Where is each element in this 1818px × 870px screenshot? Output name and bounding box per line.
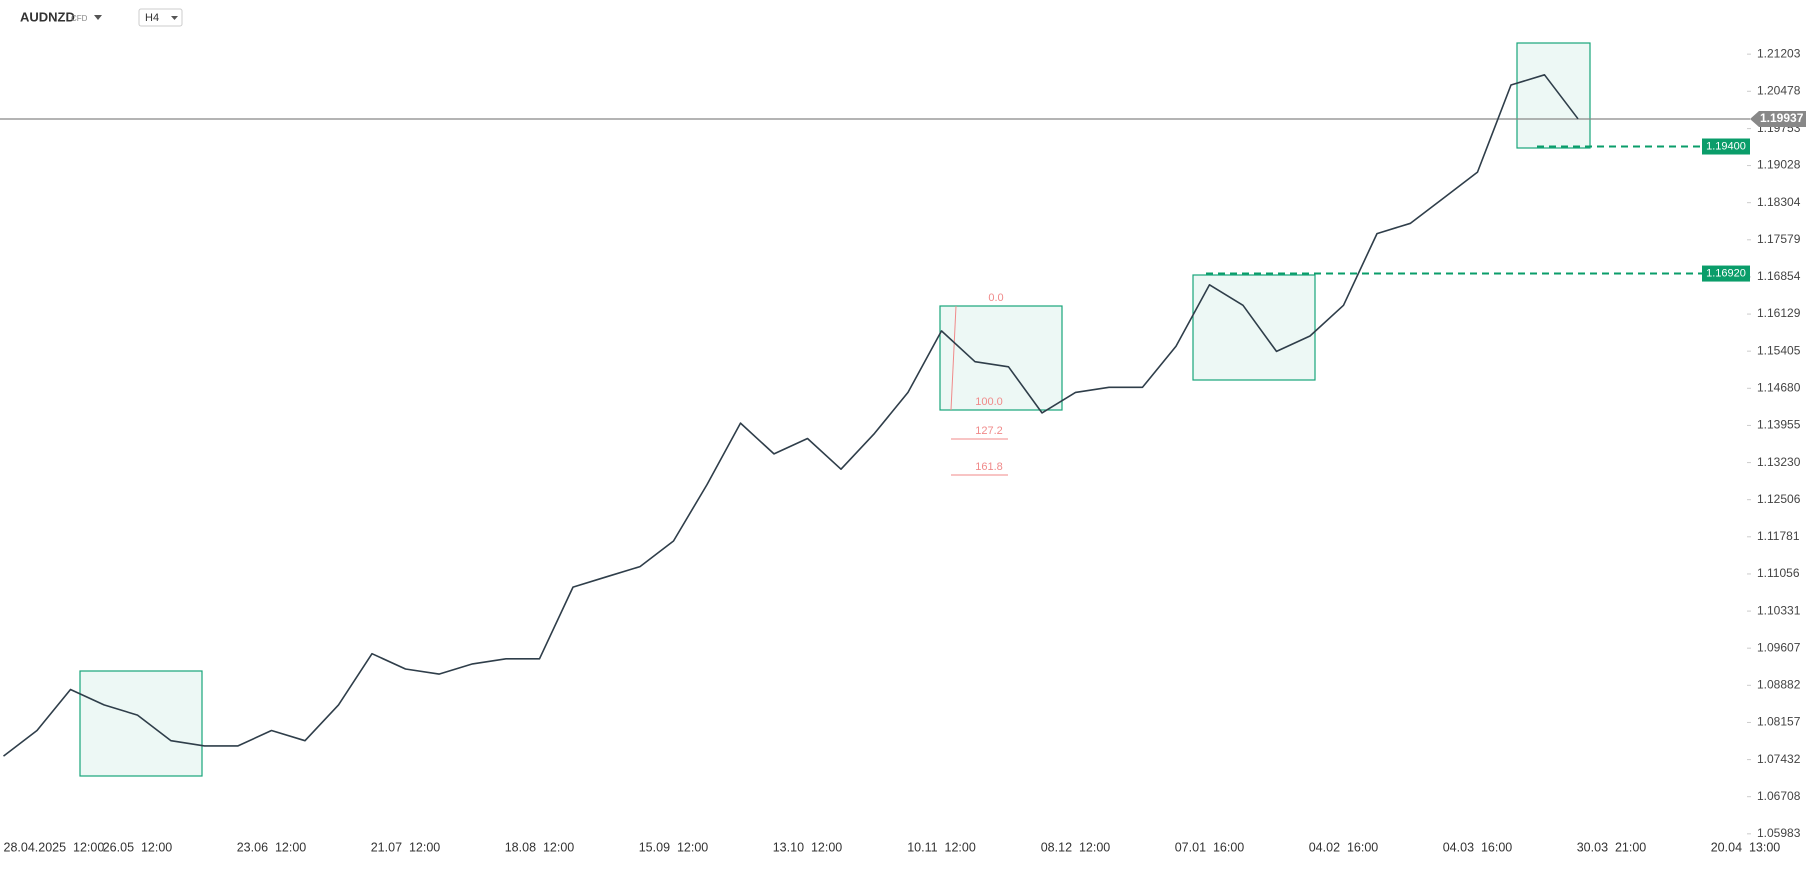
y-tick-label: 1.07432 [1757, 752, 1801, 766]
zone [1192, 274, 1316, 381]
level-tag [1702, 265, 1750, 282]
x-tick-label: 28.04.2025 12:00 [4, 840, 105, 854]
x-tick-label: 18.08 12:00 [505, 840, 575, 854]
symbol-dropdown[interactable] [94, 15, 102, 20]
x-tick-label: 04.03 16:00 [1443, 840, 1513, 854]
symbol: AUDNZD [20, 9, 75, 24]
x-tick-label: 20.04 13:00 [1711, 840, 1781, 854]
y-tick-label: 1.16854 [1757, 269, 1801, 283]
x-tick-label: 04.02 16:00 [1309, 840, 1379, 854]
y-tick-label: 1.20478 [1757, 83, 1801, 97]
level-label: 1.16920 [1706, 267, 1746, 279]
zone [79, 670, 203, 777]
y-tick-label: 1.11056 [1757, 566, 1800, 580]
x-tick-label: 10.11 12:00 [907, 840, 976, 854]
fib-label: 127.2 [975, 425, 1003, 437]
y-tick-label: 1.11781 [1757, 529, 1800, 543]
fib-label: 161.8 [975, 461, 1003, 473]
y-tick-label: 1.14680 [1757, 380, 1801, 394]
zone [939, 305, 1063, 411]
y-tick-label: 1.05983 [1757, 826, 1801, 840]
y-tick-label: 1.18304 [1757, 195, 1801, 209]
level-tag [1702, 138, 1750, 155]
x-tick-label: 13.10 12:00 [773, 840, 843, 854]
x-tick-label: 07.01 16:00 [1175, 840, 1245, 854]
timeframe: H4 [145, 12, 159, 24]
x-tick-label: 26.05 12:00 [103, 840, 173, 854]
fib-line [950, 305, 957, 411]
y-tick-label: 1.13230 [1757, 455, 1801, 469]
x-tick-label: 15.09 12:00 [639, 840, 709, 854]
y-tick-label: 1.12506 [1757, 492, 1801, 506]
level-label: 1.19400 [1706, 140, 1746, 152]
y-tick-label: 1.08157 [1757, 715, 1801, 729]
zone [1516, 42, 1591, 149]
current-price-tag [1750, 111, 1806, 128]
x-tick-label: 23.06 12:00 [237, 840, 307, 854]
y-tick-label: 1.17579 [1757, 232, 1801, 246]
y-tick-label: 1.13955 [1757, 418, 1801, 432]
y-tick-label: 1.15405 [1757, 343, 1801, 357]
y-tick-label: 1.06708 [1757, 789, 1801, 803]
y-tick-label: 1.08882 [1757, 677, 1801, 691]
fib-label: 100.0 [975, 396, 1003, 408]
price-line [3, 74, 1579, 757]
instrument: CFD [71, 14, 88, 23]
x-tick-label: 08.12 12:00 [1041, 840, 1111, 854]
timeframe-selector[interactable] [138, 8, 183, 27]
x-tick-label: 21.07 12:00 [371, 840, 441, 854]
timeframe-dropdown [171, 16, 178, 20]
y-tick-label: 1.19028 [1757, 158, 1801, 172]
y-tick-label: 1.09607 [1757, 640, 1801, 654]
y-tick-label: 1.16129 [1757, 306, 1801, 320]
fib-label: 0.0 [988, 292, 1003, 304]
y-tick-label: 1.10331 [1757, 603, 1801, 617]
x-tick-label: 30.03 21:00 [1577, 840, 1647, 854]
current-price-label: 1.19937 [1760, 111, 1804, 125]
y-tick-label: 1.21203 [1757, 46, 1801, 60]
